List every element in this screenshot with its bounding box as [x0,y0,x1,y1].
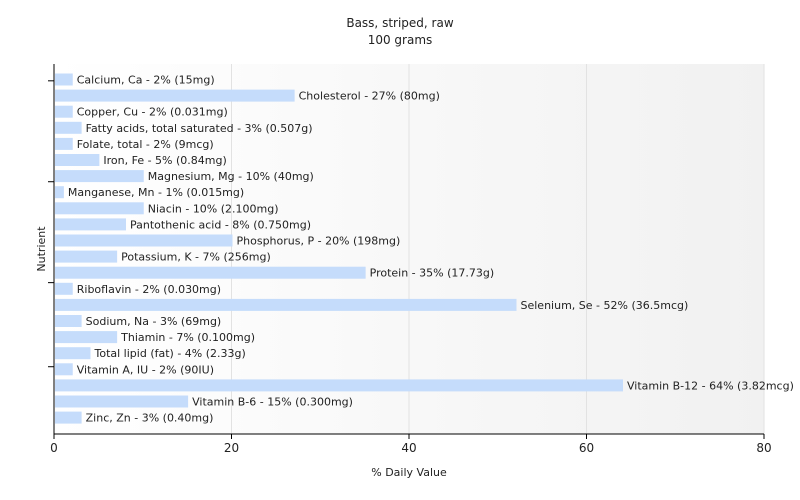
bar-label: Phosphorus, P - 20% (198mg) [237,235,401,248]
bar-label: Sodium, Na - 3% (69mg) [86,315,222,328]
bar-label: Fatty acids, total saturated - 3% (0.507… [86,122,313,135]
bar [55,250,118,263]
x-tick-label: 40 [401,441,416,455]
x-ticks-group: 0 20 40 60 80 [50,434,772,455]
bar-label: Folate, total - 2% (9mcg) [77,138,214,151]
x-axis-label: % Daily Value [371,466,447,479]
bar-label: Iron, Fe - 5% (0.84mg) [103,154,226,167]
bar [55,347,91,360]
bar [55,266,366,279]
bar [55,395,189,408]
bar-label: Cholesterol - 27% (80mg) [299,90,440,103]
bar-label: Magnesium, Mg - 10% (40mg) [148,170,314,183]
bars-group [55,73,623,424]
bar [55,379,623,392]
bar [55,105,73,118]
bar [55,73,73,86]
bar-label: Selenium, Se - 52% (36.5mcg) [521,299,689,312]
bar-labels-group: Calcium, Ca - 2% (15mg) Cholesterol - 27%… [68,74,794,425]
chart-subtitle: 100 grams [368,33,433,47]
bar [55,363,73,376]
x-tick-label: 80 [756,441,771,455]
bar [55,186,64,199]
gridlines [231,64,765,434]
bar-label: Copper, Cu - 2% (0.031mg) [77,106,228,119]
bar [55,137,73,150]
bar-label: Riboflavin - 2% (0.030mg) [77,283,221,296]
bar-label: Vitamin A, IU - 2% (90IU) [77,363,214,376]
bar [55,121,82,134]
x-tick-label: 0 [50,441,58,455]
bar [55,154,100,166]
bar-label: Calcium, Ca - 2% (15mg) [77,74,215,87]
bar-label: Thiamin - 7% (0.100mg) [120,331,255,344]
bar [55,282,73,295]
bar [55,331,118,344]
bar-label: Potassium, K - 7% (256mg) [121,251,271,264]
bar [55,298,517,311]
y-axis-label: Nutrient [35,226,48,272]
bar-label: Protein - 35% (17.73g) [370,267,495,280]
bar-label: Pantothenic acid - 8% (0.750mg) [130,218,311,231]
bar-label: Vitamin B-6 - 15% (0.300mg) [192,396,353,409]
bar-label: Zinc, Zn - 3% (0.40mg) [86,412,214,425]
bar [55,234,233,247]
bar [55,218,126,231]
bar-label: Vitamin B-12 - 64% (3.82mcg) [627,379,794,392]
bar [55,170,144,183]
bar [55,315,82,327]
chart-title: Bass, striped, raw [346,16,453,30]
bar-label: Total lipid (fat) - 4% (2.33g) [94,347,246,360]
bar-label: Niacin - 10% (2.100mg) [148,202,279,215]
y-ticks-group [48,80,54,368]
bar [55,202,144,215]
bar [55,411,82,424]
x-tick-label: 60 [579,441,594,455]
bar [55,89,295,102]
bar-label: Manganese, Mn - 1% (0.015mg) [68,186,244,199]
x-tick-label: 20 [224,441,239,455]
